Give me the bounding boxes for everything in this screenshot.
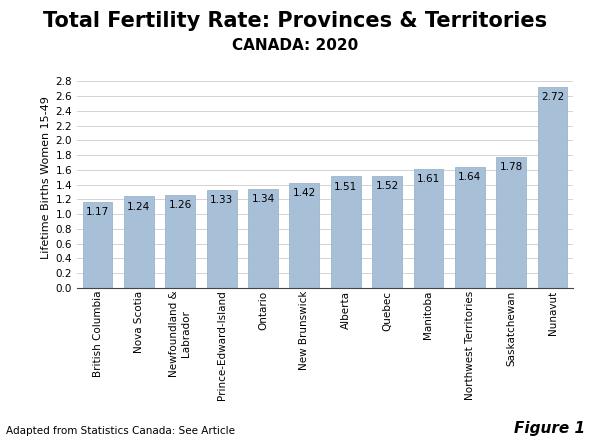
- Bar: [414, 169, 443, 288]
- Bar: [207, 190, 236, 288]
- Bar: [290, 183, 319, 288]
- Text: 1.24: 1.24: [127, 202, 151, 212]
- Bar: [83, 202, 112, 288]
- Text: 1.64: 1.64: [458, 172, 482, 182]
- Text: 1.26: 1.26: [168, 200, 192, 210]
- Text: 1.34: 1.34: [251, 194, 275, 204]
- Text: 1.51: 1.51: [334, 182, 358, 192]
- Bar: [331, 176, 361, 288]
- Y-axis label: Lifetime Births Women 15-49: Lifetime Births Women 15-49: [41, 96, 51, 259]
- Bar: [372, 176, 402, 288]
- Text: 1.61: 1.61: [417, 174, 440, 184]
- Text: 1.17: 1.17: [86, 207, 109, 217]
- Bar: [455, 167, 485, 288]
- Bar: [496, 156, 526, 288]
- Text: Adapted from Statistics Canada: See Article: Adapted from Statistics Canada: See Arti…: [6, 426, 235, 436]
- Bar: [248, 189, 278, 288]
- Text: 1.52: 1.52: [375, 181, 399, 191]
- Text: 1.42: 1.42: [293, 188, 316, 198]
- Bar: [165, 195, 195, 288]
- Bar: [538, 87, 567, 288]
- Text: CANADA: 2020: CANADA: 2020: [232, 38, 359, 53]
- Text: 1.78: 1.78: [499, 162, 523, 172]
- Text: Figure 1: Figure 1: [514, 421, 585, 436]
- Text: Total Fertility Rate: Provinces & Territories: Total Fertility Rate: Provinces & Territ…: [43, 11, 548, 31]
- Text: 1.33: 1.33: [210, 195, 233, 205]
- Text: 2.72: 2.72: [541, 92, 564, 102]
- Bar: [124, 196, 154, 288]
